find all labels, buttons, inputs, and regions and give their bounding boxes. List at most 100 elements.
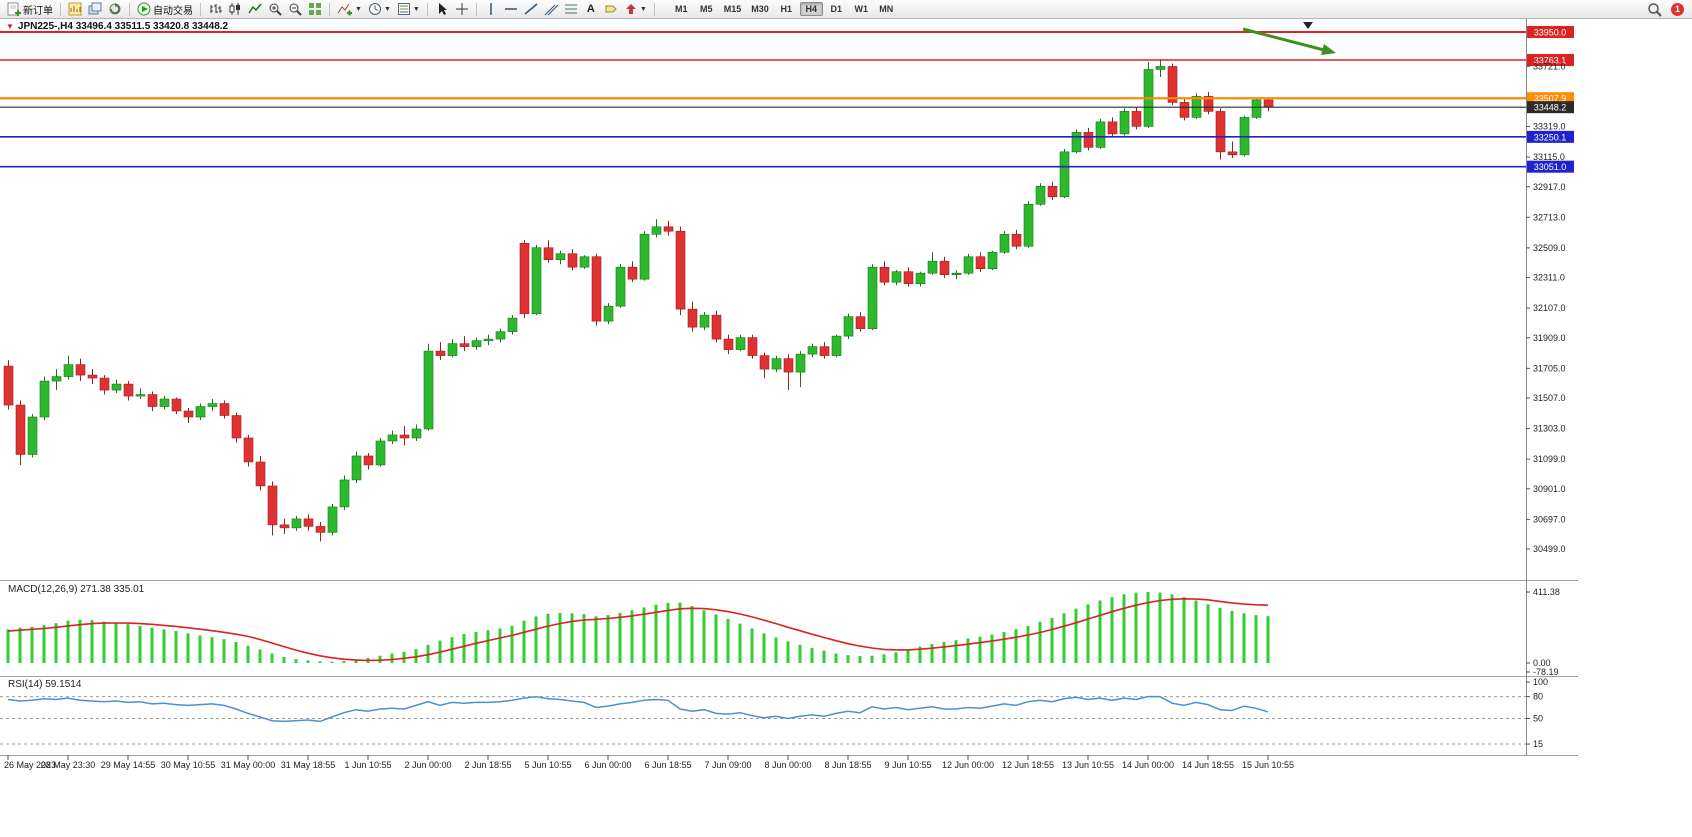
macd-bar — [306, 660, 310, 663]
price-tick-label: 32509.0 — [1533, 243, 1566, 253]
candle — [843, 316, 854, 337]
timeframe-d1-button[interactable]: D1 — [830, 4, 843, 14]
shapes-button[interactable]: ▼ — [621, 1, 650, 18]
candle — [375, 440, 386, 466]
macd-bar — [834, 653, 838, 663]
channel-button[interactable] — [541, 1, 561, 18]
time-label: 6 Jun 18:55 — [644, 760, 691, 770]
macd-bar — [678, 602, 682, 663]
candle — [807, 346, 818, 355]
macd-bar — [378, 655, 382, 663]
separator — [653, 2, 655, 16]
chart-title: ▼ JPN225-,H4 33496.4 33511.5 33420.8 334… — [6, 21, 228, 32]
tile-windows-icon — [308, 2, 322, 16]
candle — [783, 358, 794, 373]
timeframe-h1-button[interactable]: H1 — [780, 4, 793, 14]
candle — [3, 365, 14, 406]
macd-bar — [942, 641, 946, 663]
timeframe-m15-button[interactable]: M15 — [723, 4, 742, 14]
macd-bar — [18, 627, 22, 663]
chevron-down-icon: ▼ — [412, 5, 420, 13]
macd-bar — [978, 636, 982, 663]
candle — [1095, 121, 1106, 148]
auto-trading-button[interactable]: 自动交易 — [134, 1, 196, 18]
search-button[interactable] — [1644, 1, 1665, 18]
periods-button[interactable]: ▼ — [365, 1, 394, 18]
candles-series — [3, 58, 1274, 542]
candle — [1107, 121, 1118, 135]
candlestick-chart-button[interactable] — [225, 1, 245, 18]
macd-bar — [90, 620, 94, 663]
rsi-axis-label: 15 — [1533, 739, 1543, 749]
time-label: 7 Jun 09:00 — [704, 760, 751, 770]
bar-chart-button[interactable] — [205, 1, 225, 18]
refresh-button[interactable] — [105, 1, 125, 18]
candle — [171, 398, 182, 412]
macd-bar — [738, 623, 742, 663]
cursor-button[interactable] — [432, 1, 452, 18]
candle — [855, 316, 866, 329]
fibonacci-icon — [564, 2, 578, 16]
zoom-out-button[interactable] — [285, 1, 305, 18]
macd-bar — [1050, 617, 1054, 663]
zoom-out-icon — [288, 2, 302, 16]
macd-bar — [786, 641, 790, 663]
candle — [39, 380, 50, 418]
vertical-line-button[interactable] — [481, 1, 501, 18]
macd-bar — [234, 641, 238, 663]
candle — [279, 524, 290, 529]
macd-bar — [1230, 610, 1234, 663]
timeframe-w1-button[interactable]: W1 — [854, 4, 869, 14]
zoom-in-button[interactable] — [265, 1, 285, 18]
zoom-in-icon — [268, 2, 282, 16]
macd-bar — [630, 610, 634, 663]
price-tick-label: 33115.0 — [1533, 152, 1565, 162]
expand-triangle-icon[interactable]: ▼ — [6, 21, 14, 31]
time-label: 15 Jun 10:55 — [1242, 760, 1294, 770]
candle — [675, 230, 686, 310]
fibonacci-button[interactable] — [561, 1, 581, 18]
separator — [200, 2, 201, 16]
line-chart-button[interactable] — [245, 1, 265, 18]
candle — [723, 338, 734, 350]
candle — [207, 403, 218, 407]
candle — [267, 485, 278, 526]
candle — [1251, 99, 1262, 118]
tile-windows-button[interactable] — [305, 1, 325, 18]
macd-bar — [690, 606, 694, 663]
text-label-button[interactable] — [601, 1, 621, 18]
candle — [663, 226, 674, 232]
timeframe-mn-button[interactable]: MN — [879, 4, 894, 14]
candle — [1155, 66, 1166, 70]
notification-badge[interactable]: 1 — [1671, 2, 1684, 16]
trend-arrow-head[interactable] — [1321, 44, 1336, 55]
timeframe-m30-button[interactable]: M30 — [751, 4, 769, 14]
macd-bar — [222, 639, 226, 663]
trend-arrow[interactable] — [1242, 27, 1325, 52]
macd-bar — [1110, 597, 1114, 663]
new-chart-button[interactable] — [65, 1, 85, 18]
timeframe-h4-button[interactable]: H4 — [799, 2, 823, 16]
timeframe-m5-button[interactable]: M5 — [699, 4, 713, 14]
text-button[interactable]: A — [581, 1, 601, 18]
macd-axis-label: 411.38 — [1533, 587, 1560, 597]
trendline-button[interactable] — [521, 1, 541, 18]
svg-text:33763.1: 33763.1 — [1534, 55, 1567, 65]
price-tick-label: 33319.0 — [1533, 122, 1566, 132]
timeframe-m1-button[interactable]: M1 — [674, 4, 688, 14]
new-order-button[interactable]: 新订单 — [4, 1, 56, 18]
macd-bar — [1062, 613, 1066, 663]
auto-trading-label: 自动交易 — [153, 5, 193, 17]
time-label: 14 Jun 00:00 — [1122, 760, 1174, 770]
macd-bar — [1266, 616, 1270, 663]
macd-bar — [318, 661, 322, 663]
profiles-button[interactable] — [85, 1, 105, 18]
candle — [99, 377, 110, 391]
candle — [1167, 66, 1178, 103]
marker-triangle-icon[interactable] — [1303, 22, 1313, 29]
templates-button[interactable]: ▼ — [394, 1, 423, 18]
crosshair-button[interactable] — [452, 1, 472, 18]
horizontal-line-button[interactable] — [501, 1, 521, 18]
indicators-button[interactable]: ▼ — [334, 1, 365, 18]
